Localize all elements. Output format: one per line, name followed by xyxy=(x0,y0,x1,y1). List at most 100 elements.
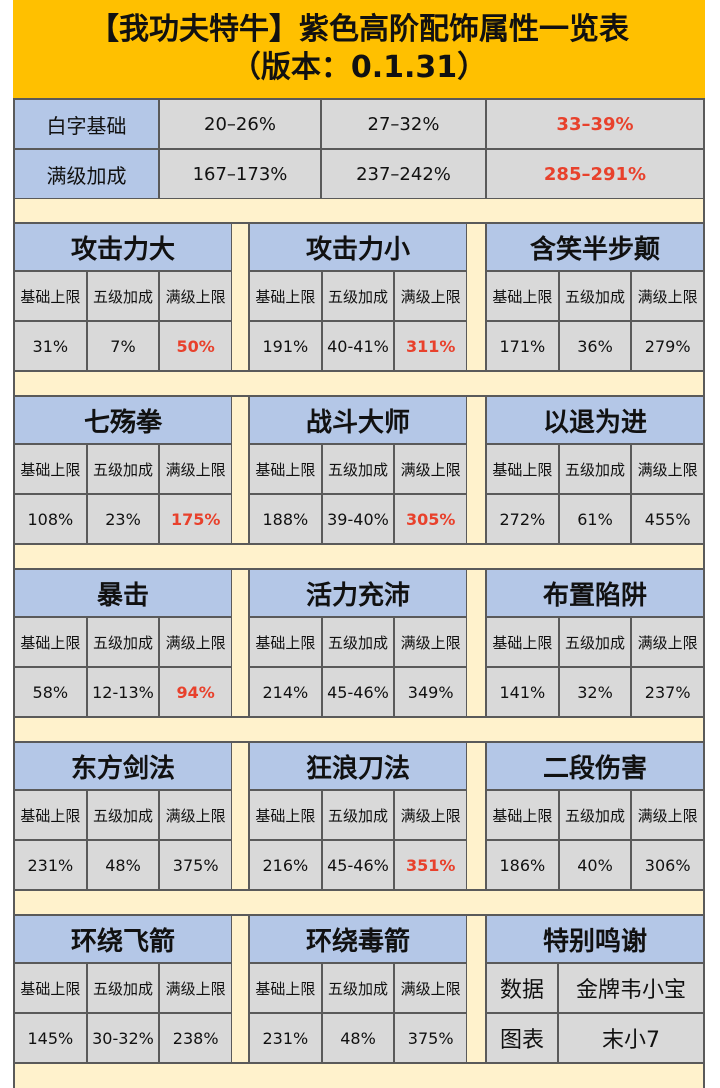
column-header: 五级加成 xyxy=(87,445,159,493)
spacer xyxy=(232,570,248,716)
skill-value: 58% xyxy=(15,668,86,716)
column-header: 基础上限 xyxy=(487,445,558,493)
skill-value: 214% xyxy=(250,668,321,716)
skill-value: 306% xyxy=(632,841,703,889)
credits-label: 数据 xyxy=(487,964,557,1012)
column-header: 五级加成 xyxy=(87,964,159,1012)
skill-value: 45-46% xyxy=(322,841,394,889)
column-header: 满级上限 xyxy=(160,272,231,320)
skill-value: 61% xyxy=(559,495,631,543)
column-header: 五级加成 xyxy=(559,272,631,320)
summary-value: 167–173% xyxy=(160,150,320,198)
spacer xyxy=(467,916,485,1062)
row-label: 满级加成 xyxy=(15,150,158,198)
column-header: 基础上限 xyxy=(15,791,86,839)
column-header: 基础上限 xyxy=(487,791,558,839)
column-header: 五级加成 xyxy=(559,445,631,493)
skill-value: 31% xyxy=(15,322,86,370)
column-header: 基础上限 xyxy=(250,964,321,1012)
skill-value: 36% xyxy=(559,322,631,370)
skill-value: 48% xyxy=(322,1014,394,1062)
skill-value: 238% xyxy=(160,1014,231,1062)
column-header: 基础上限 xyxy=(250,791,321,839)
spacer xyxy=(15,718,703,741)
column-header: 满级上限 xyxy=(395,964,466,1012)
skill-value: 375% xyxy=(160,841,231,889)
skill-value: 311% xyxy=(395,322,466,370)
spacer xyxy=(15,891,703,914)
skill-value: 30-32% xyxy=(87,1014,159,1062)
column-header: 满级上限 xyxy=(395,791,466,839)
column-header: 满级上限 xyxy=(395,618,466,666)
column-header: 五级加成 xyxy=(322,272,394,320)
skill-value: 351% xyxy=(395,841,466,889)
skill-value: 237% xyxy=(632,668,703,716)
column-header: 基础上限 xyxy=(15,445,86,493)
column-header: 五级加成 xyxy=(322,618,394,666)
spacer xyxy=(467,570,485,716)
summary-value: 285–291% xyxy=(487,150,703,198)
skill-name: 东方剑法 xyxy=(15,743,231,789)
column-header: 五级加成 xyxy=(322,445,394,493)
spacer xyxy=(467,397,485,543)
row-label: 白字基础 xyxy=(15,100,158,148)
skill-name: 环绕飞箭 xyxy=(15,916,231,962)
column-header: 满级上限 xyxy=(632,791,703,839)
column-header: 五级加成 xyxy=(322,964,394,1012)
skill-value: 39-40% xyxy=(322,495,394,543)
skill-name: 攻击力小 xyxy=(250,224,466,270)
skill-name: 布置陷阱 xyxy=(487,570,703,616)
spacer xyxy=(467,743,485,889)
skill-value: 272% xyxy=(487,495,558,543)
spacer xyxy=(232,916,248,1062)
column-header: 满级上限 xyxy=(632,272,703,320)
skill-name: 七殇拳 xyxy=(15,397,231,443)
column-header: 基础上限 xyxy=(487,618,558,666)
skill-value: 171% xyxy=(487,322,558,370)
skill-value: 12-13% xyxy=(87,668,159,716)
skill-value: 40-41% xyxy=(322,322,394,370)
column-header: 基础上限 xyxy=(250,445,321,493)
subtitle: （版本：0.1.31） xyxy=(230,50,488,85)
column-header: 五级加成 xyxy=(559,791,631,839)
spacer xyxy=(15,545,703,568)
spacer xyxy=(15,372,703,395)
column-header: 基础上限 xyxy=(487,272,558,320)
skill-value: 279% xyxy=(632,322,703,370)
summary-value: 33–39% xyxy=(487,100,703,148)
spacer xyxy=(232,743,248,889)
skill-value: 175% xyxy=(160,495,231,543)
spacer xyxy=(467,224,485,370)
column-header: 五级加成 xyxy=(559,618,631,666)
column-header: 满级上限 xyxy=(160,964,231,1012)
skill-value: 45-46% xyxy=(322,668,394,716)
skill-name: 暴击 xyxy=(15,570,231,616)
skill-value: 40% xyxy=(559,841,631,889)
column-header: 基础上限 xyxy=(250,618,321,666)
skill-value: 108% xyxy=(15,495,86,543)
summary-value: 27–32% xyxy=(322,100,485,148)
skill-value: 305% xyxy=(395,495,466,543)
column-header: 满级上限 xyxy=(160,618,231,666)
summary-value: 20–26% xyxy=(160,100,320,148)
credits-title: 特别鸣谢 xyxy=(487,916,703,962)
skill-value: 231% xyxy=(250,1014,321,1062)
skill-value: 141% xyxy=(487,668,558,716)
skill-value: 191% xyxy=(250,322,321,370)
column-header: 满级上限 xyxy=(160,791,231,839)
skill-name: 以退为进 xyxy=(487,397,703,443)
skill-value: 188% xyxy=(250,495,321,543)
column-header: 五级加成 xyxy=(87,791,159,839)
skill-value: 7% xyxy=(87,322,159,370)
skill-value: 186% xyxy=(487,841,558,889)
column-header: 满级上限 xyxy=(395,445,466,493)
credits-value: 末小7 xyxy=(559,1014,703,1062)
skill-value: 349% xyxy=(395,668,466,716)
skill-name: 狂浪刀法 xyxy=(250,743,466,789)
column-header: 五级加成 xyxy=(322,791,394,839)
column-header: 满级上限 xyxy=(632,618,703,666)
skill-value: 455% xyxy=(632,495,703,543)
skill-name: 环绕毒箭 xyxy=(250,916,466,962)
skill-value: 50% xyxy=(160,322,231,370)
